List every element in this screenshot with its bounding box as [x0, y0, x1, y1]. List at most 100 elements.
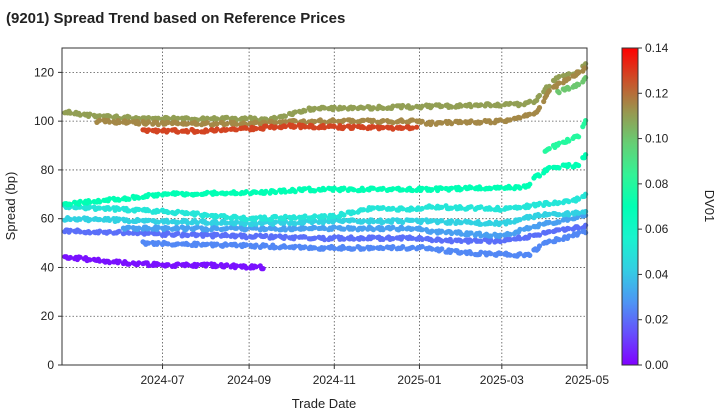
- data-point: [233, 219, 240, 225]
- data-point: [194, 262, 200, 268]
- data-point: [273, 115, 279, 121]
- colorbar-label: DV01: [702, 190, 717, 223]
- data-point: [536, 105, 543, 111]
- data-point: [576, 162, 582, 169]
- data-point: [478, 119, 484, 126]
- data-point: [243, 125, 249, 131]
- data-point: [468, 238, 474, 244]
- data-point: [351, 104, 357, 111]
- data-point: [67, 227, 73, 233]
- data-point: [233, 190, 240, 197]
- data-point: [478, 186, 484, 192]
- data-point: [312, 188, 318, 194]
- data-point: [185, 220, 191, 226]
- data-point: [527, 203, 533, 209]
- data-point: [194, 232, 200, 238]
- data-point: [106, 206, 113, 212]
- data-point: [312, 213, 318, 219]
- data-point: [97, 216, 103, 223]
- data-point: [165, 191, 171, 197]
- data-point: [175, 208, 181, 214]
- data-point: [331, 214, 337, 220]
- data-point: [527, 225, 533, 231]
- data-point: [146, 208, 152, 214]
- data-point: [370, 185, 376, 191]
- series-group: [62, 61, 589, 123]
- data-point: [556, 90, 562, 96]
- series-group: [140, 228, 589, 259]
- data-point: [351, 118, 357, 125]
- data-point: [175, 115, 181, 121]
- data-point: [243, 189, 249, 195]
- data-point: [409, 226, 416, 232]
- data-point: [449, 104, 455, 110]
- data-point: [243, 116, 249, 122]
- data-point: [361, 105, 367, 111]
- data-point: [517, 101, 523, 107]
- data-point: [341, 117, 347, 123]
- data-point: [155, 208, 161, 214]
- data-point: [106, 119, 113, 125]
- data-point: [458, 220, 464, 226]
- data-point: [185, 224, 191, 230]
- data-point: [253, 119, 259, 125]
- data-point: [292, 189, 298, 195]
- data-point: [282, 123, 288, 130]
- data-point: [341, 245, 347, 251]
- data-point: [106, 113, 113, 119]
- data-point: [273, 124, 279, 130]
- data-point: [439, 238, 445, 244]
- data-point: [449, 185, 455, 191]
- x-tick-label: 2024-11: [313, 373, 356, 387]
- data-point: [331, 123, 337, 129]
- data-point: [449, 239, 455, 245]
- data-point: [77, 254, 83, 260]
- data-point: [155, 219, 161, 225]
- data-point: [185, 121, 191, 127]
- colorbar-tick-label: 0.14: [645, 41, 669, 55]
- data-point: [116, 197, 122, 203]
- x-tick-label: 2025-03: [480, 373, 524, 387]
- data-point: [497, 103, 503, 109]
- data-point: [478, 204, 484, 210]
- data-point: [273, 226, 279, 232]
- data-point: [175, 129, 181, 135]
- y-axis-ticks: 0 20 40 60 80 100 120: [34, 65, 62, 372]
- data-point: [194, 220, 200, 226]
- data-point: [370, 227, 376, 233]
- data-point: [497, 184, 503, 190]
- data-point: [126, 114, 132, 120]
- data-point: [224, 121, 230, 127]
- data-point: [478, 102, 484, 108]
- data-point: [556, 227, 562, 233]
- data-point: [546, 211, 552, 217]
- data-point: [566, 76, 572, 82]
- data-point: [414, 124, 420, 130]
- data-point: [370, 245, 376, 251]
- data-point: [517, 226, 523, 232]
- data-point: [243, 242, 249, 248]
- data-point: [556, 200, 562, 206]
- data-point: [370, 105, 376, 111]
- data-point: [361, 207, 367, 213]
- data-point: [87, 199, 93, 205]
- data-point: [67, 110, 73, 116]
- data-point: [194, 210, 200, 216]
- series-group: [542, 118, 589, 154]
- data-point: [97, 258, 103, 264]
- data-point: [439, 103, 445, 109]
- data-point: [194, 240, 200, 246]
- data-point: [214, 225, 220, 232]
- data-point: [497, 220, 503, 226]
- y-tick-label: 40: [41, 260, 55, 274]
- data-point: [126, 208, 132, 214]
- y-tick-label: 120: [34, 65, 54, 79]
- x-tick-label: 2024-09: [227, 373, 271, 387]
- data-point: [409, 206, 416, 212]
- data-point: [282, 213, 288, 219]
- data-point: [243, 235, 249, 241]
- data-point: [77, 198, 83, 204]
- data-point: [419, 118, 425, 124]
- data-point: [468, 251, 474, 257]
